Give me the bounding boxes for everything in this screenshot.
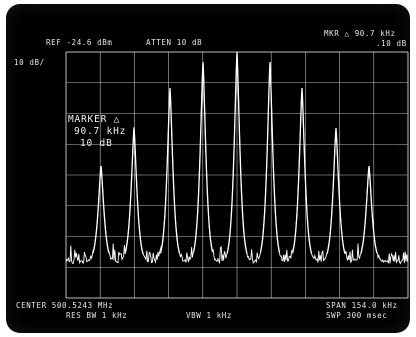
center-frequency-readout: CENTER 500.5243 MHz [16, 301, 114, 310]
graticule-grid [65, 51, 409, 299]
marker-delta-frequency: MKR △ 90.7 kHz [324, 29, 396, 38]
resolution-bandwidth-readout: RES BW 1 kHz [66, 311, 128, 320]
video-bandwidth-readout: VBW 1 kHz [186, 311, 233, 320]
sweep-time-readout: SWP 300 msec [326, 311, 388, 320]
marker-delta-level: .10 dB [376, 39, 407, 48]
marker-level: 10 dB [80, 138, 113, 149]
signal-peaks-trace [92, 51, 378, 254]
ref-level-readout: REF -24.6 dBm [46, 38, 113, 47]
marker-frequency: 90.7 kHz [74, 126, 127, 137]
attenuation-readout: ATTEN 10 dB [146, 38, 203, 47]
spectrum-display [65, 51, 409, 299]
marker-label: MARKER △ [68, 114, 121, 125]
analyzer-screen: REF -24.6 dBm ATTEN 10 dB MKR △ 90.7 kHz… [6, 4, 410, 333]
scale-readout: 10 dB/ [14, 58, 45, 67]
marker-panel: MARKER △ 90.7 kHz 10 dB [68, 114, 126, 150]
span-readout: SPAN 154.0 kHz [326, 301, 398, 310]
